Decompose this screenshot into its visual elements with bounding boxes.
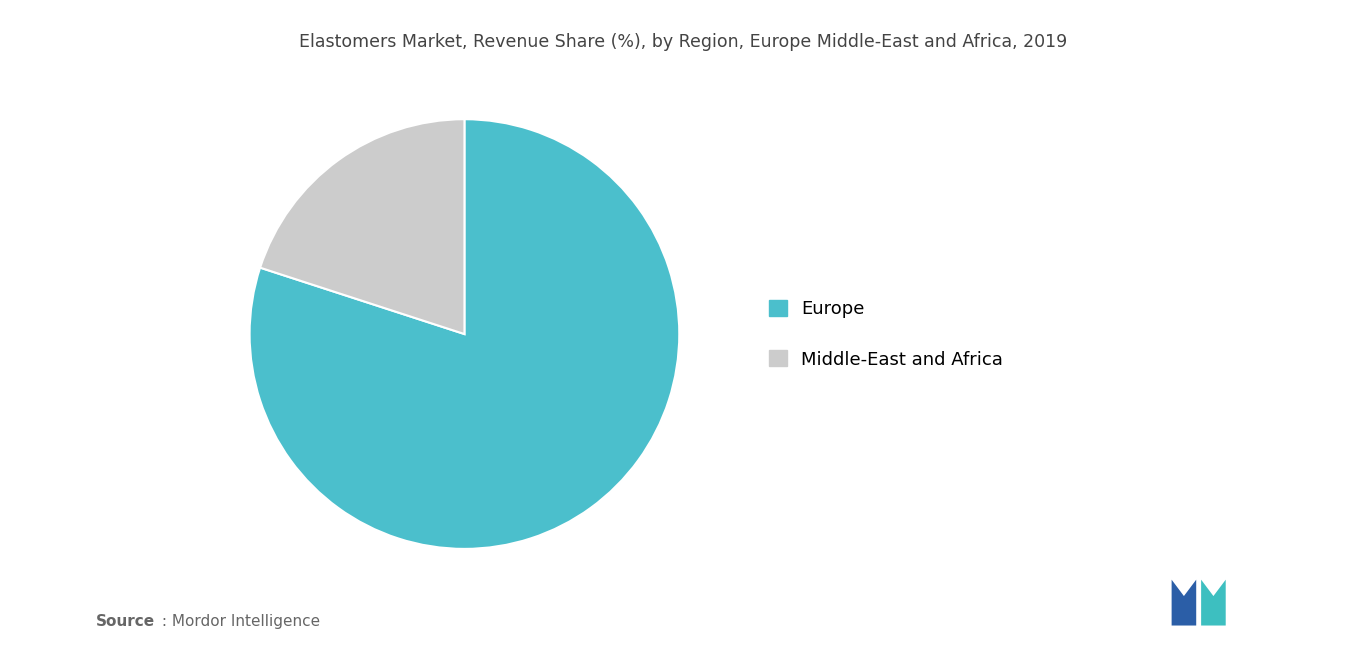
Wedge shape (250, 119, 679, 549)
Polygon shape (1172, 580, 1197, 626)
Polygon shape (1201, 580, 1225, 626)
Legend: Europe, Middle-East and Africa: Europe, Middle-East and Africa (769, 299, 1003, 369)
Text: Elastomers Market, Revenue Share (%), by Region, Europe Middle-East and Africa, : Elastomers Market, Revenue Share (%), by… (299, 33, 1067, 50)
Text: Source: Source (96, 614, 154, 629)
Text: : Mordor Intelligence: : Mordor Intelligence (157, 614, 320, 629)
Wedge shape (260, 119, 464, 334)
